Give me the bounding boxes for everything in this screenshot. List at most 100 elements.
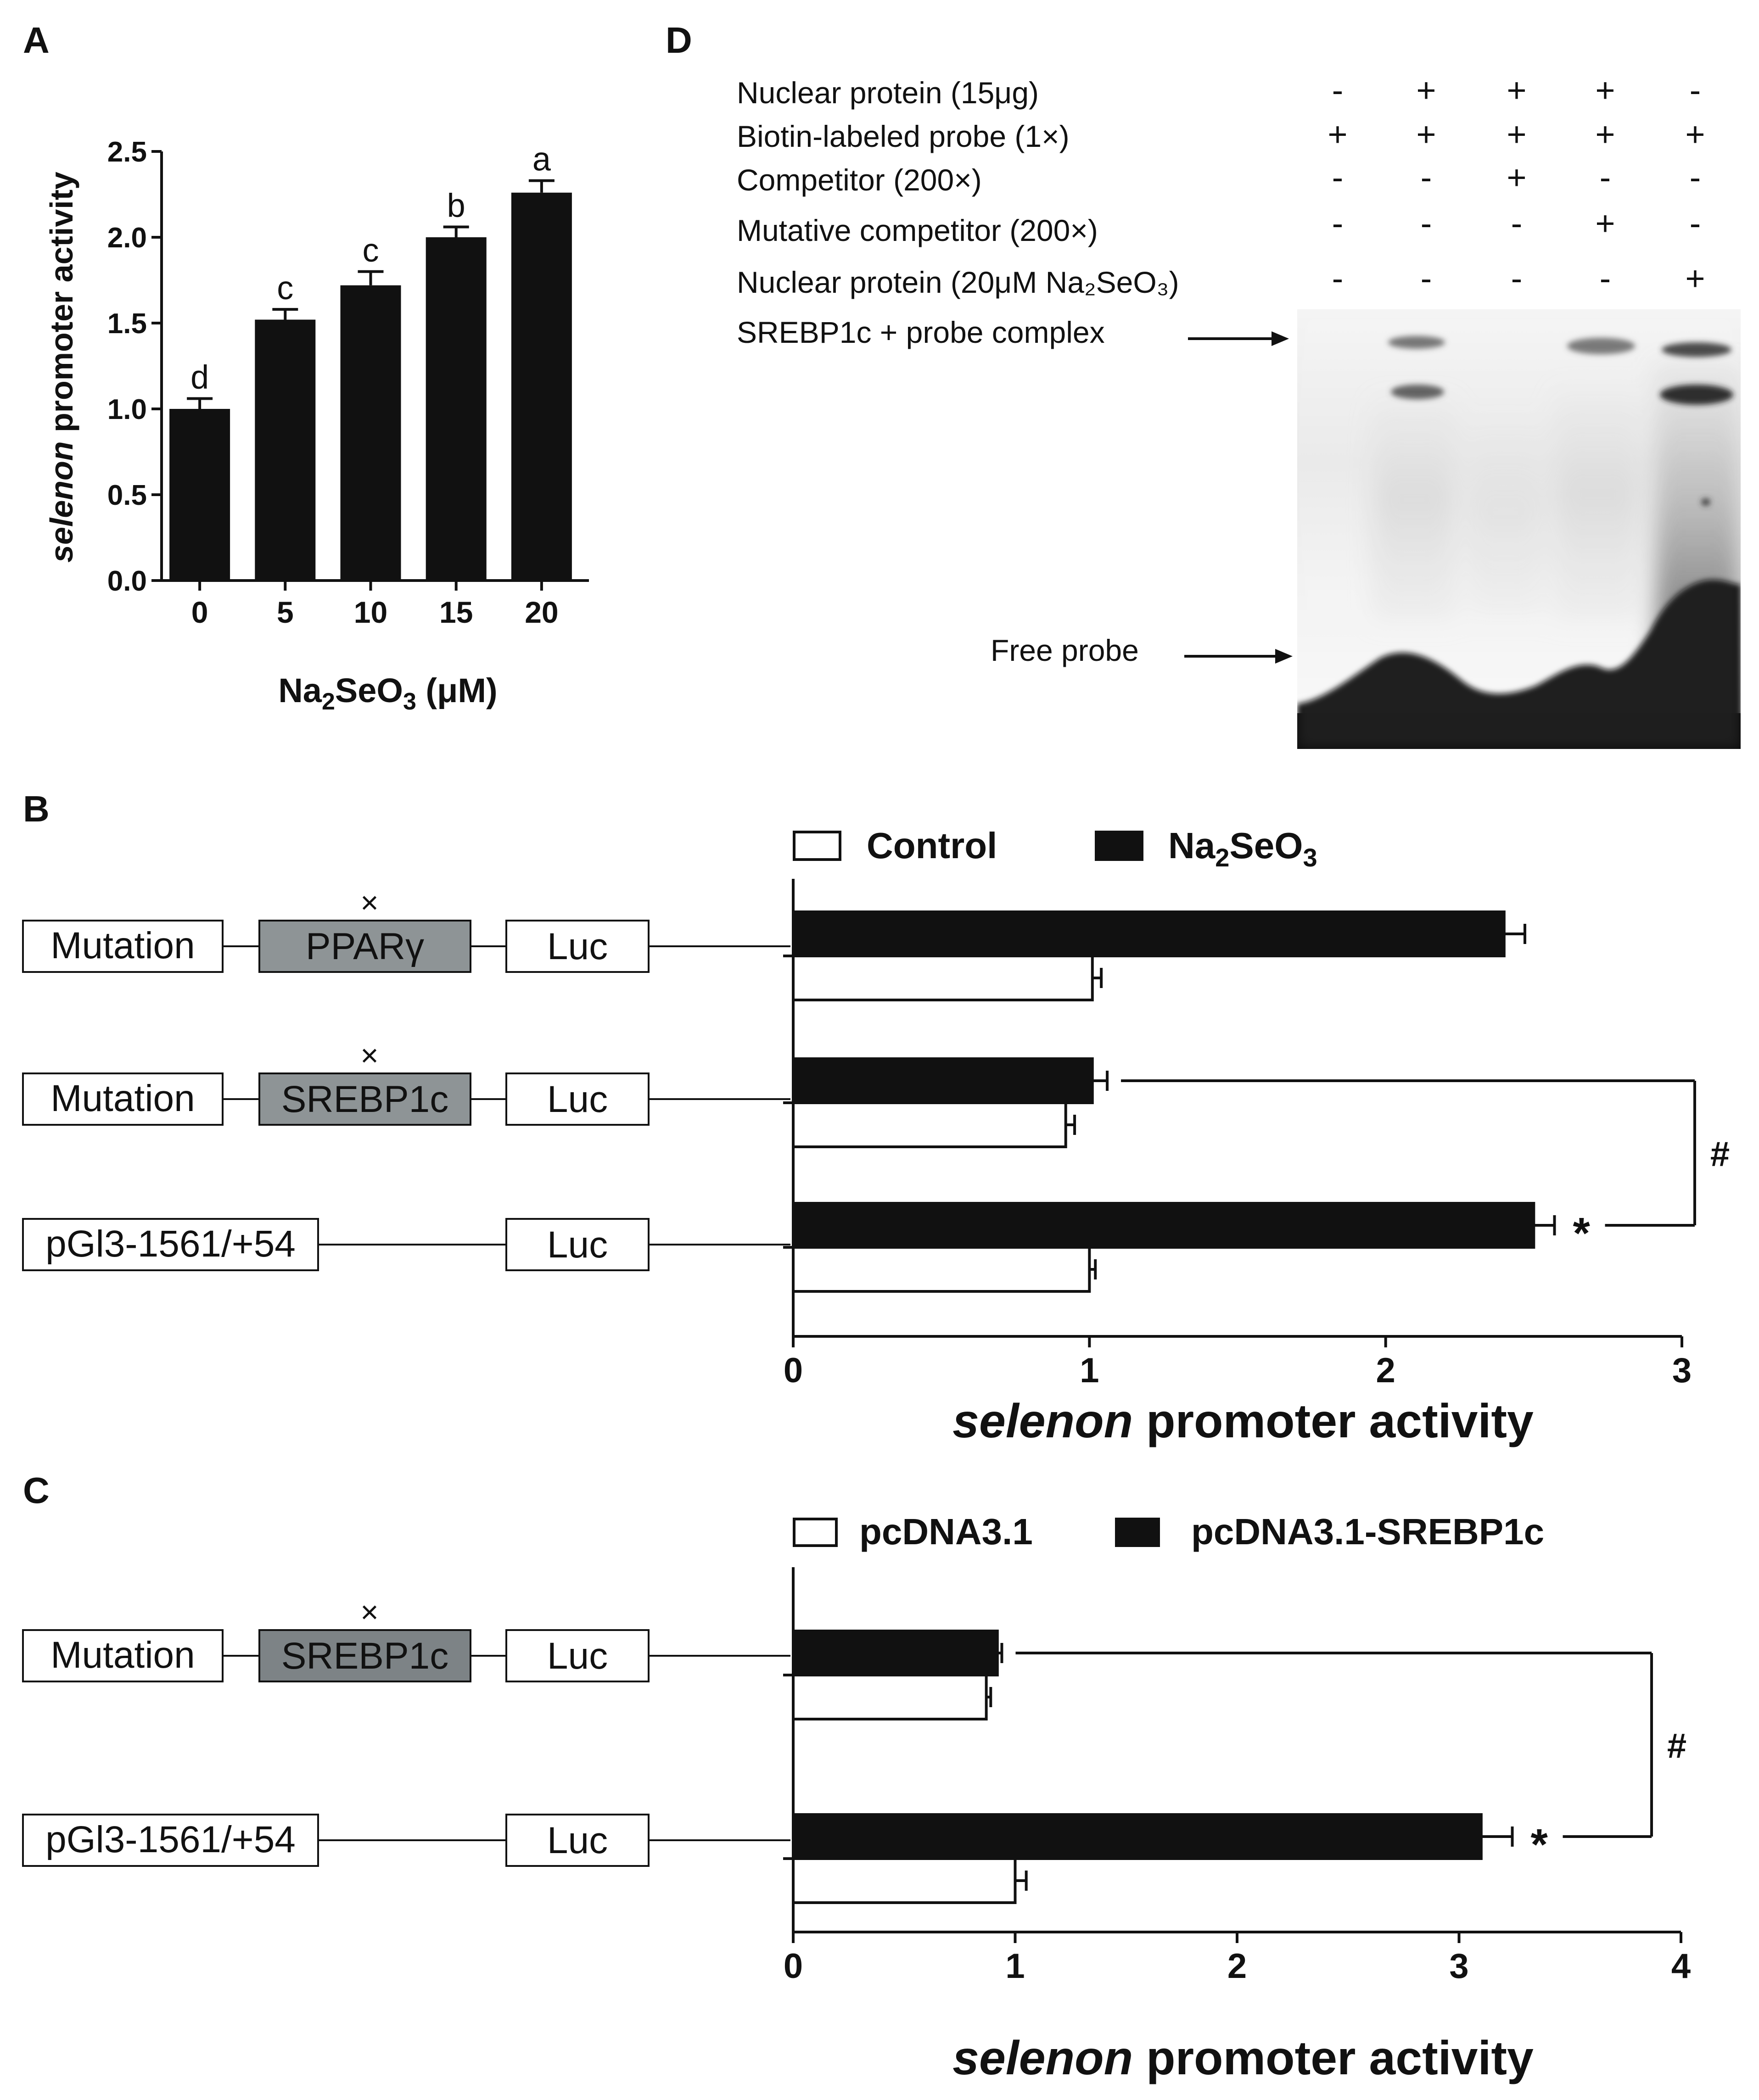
panel-a-bar — [511, 192, 572, 581]
lane-mark: + — [1685, 259, 1705, 297]
panel-b-x-axis-label: selenon promoter activity — [952, 1395, 1534, 1448]
construct-binding-site-label: SREBP1c — [281, 1635, 449, 1677]
arrow-label-complex: SREBP1c + probe complex — [737, 315, 1105, 349]
panel-b-constructs: Mutation PPARγ × Luc Mutation SREBP1c × Luc pGl3… — [22, 885, 790, 1271]
gel-haze — [1297, 309, 1741, 749]
panel-c-bar — [792, 1857, 1017, 1904]
panel-letter-a: A — [23, 20, 50, 61]
panel-c-bar — [792, 1813, 1483, 1860]
lane-mark: - — [1690, 71, 1701, 109]
construct-luc-box — [505, 1072, 650, 1126]
panel-c-star-annotation: * — [1531, 1820, 1548, 1869]
condition-label-nuclear-protein: Nuclear protein (15μg) — [737, 76, 1039, 110]
panel-c-bar — [792, 1674, 988, 1720]
construct-mutation-mark: × — [360, 885, 379, 920]
panel-c-constructs: Mutation SREBP1c × Luc pGl3-1561/+54 Luc — [22, 1595, 790, 1867]
panel-b-x-tick-label: 3 — [1672, 1351, 1692, 1390]
panel-b-bar — [792, 1101, 1067, 1148]
panel-a-x-tick-label: 20 — [525, 595, 558, 629]
panel-b-x-tick-labels: 0 1 2 3 — [784, 1351, 1692, 1390]
construct-name-label: Mutation — [50, 1078, 195, 1119]
panel-b-bar — [792, 910, 1506, 957]
lane-mark: - — [1690, 158, 1701, 196]
panel-a-y-tick-label: 1.0 — [107, 394, 147, 425]
construct-binding-site-box — [258, 920, 471, 973]
panel-a-significance-letter: a — [532, 141, 551, 178]
arrow-head-free-probe — [1275, 649, 1293, 664]
panel-a-y-tick-label: 2.5 — [107, 136, 147, 168]
legend-swatch-pcdna31-srebp1c — [1115, 1518, 1160, 1547]
legend-na2seo3-na: Na — [1168, 825, 1216, 866]
panel-a-y-tick-labels: 0.0 0.5 1.0 1.5 2.0 2.5 — [107, 136, 147, 597]
panel-b-bars — [792, 910, 1556, 1293]
condition-label-nuclear-protein-se: Nuclear protein (20μM Na₂SeO₃) — [737, 265, 1179, 299]
panel-c-x-label-rest: promoter activity — [1133, 2032, 1534, 2085]
construct-name-box — [22, 1218, 319, 1271]
lane-mark: + — [1595, 204, 1615, 242]
panel-b-bar — [792, 1246, 1091, 1293]
panel-a-x-label-seo: SeO — [335, 671, 403, 709]
panel-a-significance-letter: c — [277, 270, 293, 307]
construct-name-label: Mutation — [50, 1634, 195, 1676]
lane-mark: + — [1328, 115, 1347, 153]
condition-label-mutative-competitor: Mutative competitor (200×) — [737, 213, 1098, 247]
panel-a-x-label-sub1: 2 — [322, 688, 335, 715]
construct-luc-label: Luc — [547, 1635, 608, 1677]
construct-binding-site-label: PPARγ — [306, 926, 424, 967]
panel-letter-b: B — [23, 788, 50, 829]
lane-mark: - — [1332, 259, 1344, 297]
panel-a: A 0.0 0.5 1.0 1.5 2.0 2.5 0 5 10 15 20 d c c b a sele… — [23, 20, 589, 715]
panel-b-bar — [792, 955, 1094, 1001]
lane-mark: - — [1332, 204, 1344, 242]
panel-letter-d: D — [666, 20, 692, 61]
panel-a-x-label-unit: (μM) — [416, 671, 498, 709]
lane-mark: - — [1600, 259, 1611, 297]
lane-mark: - — [1511, 204, 1523, 242]
lane-mark: - — [1511, 259, 1523, 297]
construct-luc-box — [505, 920, 650, 973]
panel-a-bar — [426, 237, 487, 581]
construct-name-label: Mutation — [50, 925, 195, 966]
construct-name-label: pGl3-1561/+54 — [45, 1223, 296, 1265]
panel-a-x-tick-label: 10 — [354, 595, 387, 629]
construct-mutation-mark: × — [360, 1038, 379, 1073]
construct-name-box — [22, 1814, 319, 1867]
construct-binding-site-label: SREBP1c — [281, 1078, 449, 1120]
panel-a-x-tick-label: 0 — [191, 595, 208, 629]
panel-c-x-tick-label: 2 — [1227, 1947, 1247, 1986]
lane-condition-marks: - + + + - + + + + + - - + - - - - - + - - - - - + — [1328, 71, 1705, 297]
panel-a-bars — [169, 179, 572, 581]
panel-a-significance-letter: c — [363, 232, 379, 269]
lane-mark: + — [1595, 71, 1615, 109]
panel-a-y-tick-label: 0.5 — [107, 480, 147, 511]
panel-a-x-tick-label: 5 — [277, 595, 294, 629]
panel-a-bar — [255, 319, 316, 581]
condition-label-competitor: Competitor (200×) — [737, 163, 982, 197]
panel-b-hash-annotation: # — [1710, 1135, 1730, 1174]
panel-b-legend: Control Na2SeO3 — [793, 825, 1317, 872]
construct-mutation-mark: × — [360, 1595, 379, 1630]
panel-a-y-axis-label: selenon promoter activity — [44, 172, 79, 563]
legend-na2seo3-sub2: 3 — [1303, 843, 1317, 872]
construct-name-label: pGl3-1561/+54 — [45, 1819, 296, 1860]
panel-c-x-axis-label: selenon promoter activity — [952, 2032, 1534, 2085]
panel-a-x-label-na: Na — [278, 671, 322, 709]
panel-a-x-label-sub2: 3 — [403, 688, 416, 715]
legend-label-pcdna31: pcDNA3.1 — [859, 1511, 1033, 1552]
panel-a-x-tick-labels: 0 5 10 15 20 — [191, 595, 559, 629]
lane-mark: - — [1421, 158, 1432, 196]
panel-c-bars — [792, 1630, 1514, 1904]
lane-mark: - — [1332, 71, 1344, 109]
condition-label-biotin-probe: Biotin-labeled probe (1×) — [737, 119, 1070, 153]
construct-luc-label: Luc — [547, 926, 608, 967]
lane-mark: + — [1416, 115, 1436, 153]
panel-b-x-tick-label: 2 — [1376, 1351, 1395, 1390]
panel-a-x-tick-label: 15 — [439, 595, 473, 629]
construct-binding-site-box — [258, 1072, 471, 1126]
lane-mark: - — [1421, 204, 1432, 242]
panel-a-significance-letter: d — [190, 359, 209, 396]
panel-c-x-tick-label: 1 — [1005, 1947, 1025, 1986]
panel-c-annotations: *# — [1015, 1652, 1686, 1869]
panel-a-y-label-rest: promoter activity — [44, 172, 79, 441]
